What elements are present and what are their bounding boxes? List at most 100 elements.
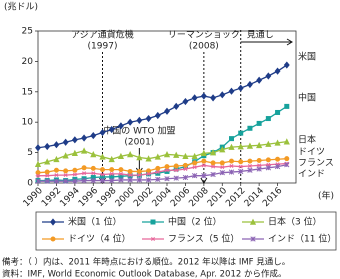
marker — [108, 155, 115, 163]
marker — [127, 168, 133, 174]
marker — [62, 138, 69, 146]
marker — [145, 155, 152, 162]
series-line — [37, 158, 287, 174]
marker — [219, 146, 226, 153]
marker — [250, 236, 256, 242]
x-tick-label: 2016 — [261, 186, 284, 209]
marker — [136, 154, 143, 161]
marker — [164, 107, 170, 115]
marker — [265, 165, 272, 171]
marker — [210, 160, 216, 166]
marker — [127, 173, 133, 178]
marker — [200, 149, 207, 157]
marker — [173, 151, 180, 158]
marker — [62, 178, 69, 184]
marker — [238, 159, 244, 165]
series-end-label: 米国 — [298, 51, 316, 63]
marker — [201, 158, 207, 164]
series-line — [37, 141, 287, 165]
marker — [284, 103, 290, 109]
marker — [201, 173, 207, 179]
marker — [109, 167, 115, 173]
note: 備考：（ ）内は、2011 年時点における順位。2012 年以降は IMF 見通… — [2, 257, 290, 268]
marker — [173, 163, 179, 169]
marker — [155, 170, 161, 175]
marker — [219, 160, 225, 166]
marker — [90, 177, 96, 184]
series-line — [38, 162, 287, 177]
marker — [192, 160, 198, 166]
marker — [72, 167, 78, 173]
marker — [53, 178, 60, 184]
x-tick-label: 2000 — [114, 186, 137, 209]
annotation: リーマンショック — [168, 30, 240, 41]
marker — [150, 237, 156, 241]
y-tick-label: 20 — [22, 57, 34, 67]
marker — [247, 164, 253, 168]
marker — [137, 173, 142, 178]
marker — [71, 136, 78, 144]
marker — [275, 156, 281, 162]
marker — [81, 134, 88, 142]
marker — [274, 67, 281, 75]
marker — [219, 170, 225, 176]
source: 資料：IMF, World Economic Outlook Database,… — [2, 269, 286, 279]
marker — [209, 149, 217, 156]
marker — [210, 94, 217, 102]
marker — [146, 168, 152, 174]
x-tick-label: 1998 — [95, 186, 118, 209]
legend-box — [35, 211, 337, 251]
marker — [256, 120, 262, 126]
marker — [173, 175, 179, 181]
marker — [54, 173, 59, 178]
marker — [127, 118, 134, 126]
marker — [35, 173, 41, 178]
marker — [228, 169, 235, 175]
marker — [127, 151, 134, 158]
marker — [90, 131, 97, 140]
marker — [53, 141, 60, 149]
marker — [265, 72, 272, 80]
marker — [237, 143, 244, 150]
y-tick-label: 25 — [22, 27, 33, 37]
marker — [44, 142, 51, 151]
marker — [154, 111, 161, 120]
marker — [249, 218, 257, 225]
marker — [44, 158, 51, 165]
x-tick-label: 1990 — [22, 186, 45, 209]
marker — [247, 158, 253, 164]
marker — [164, 168, 170, 174]
marker — [72, 178, 78, 184]
legend-label: 中国（2 位） — [168, 216, 222, 228]
marker — [150, 219, 156, 225]
annotation: (2001) — [124, 138, 154, 148]
marker — [238, 130, 244, 136]
arrow-head — [286, 38, 293, 46]
marker — [201, 163, 207, 168]
marker — [109, 177, 115, 184]
legend-label: ドイツ（4 位） — [68, 233, 131, 245]
x-tick-label: 2008 — [187, 186, 210, 209]
marker — [164, 168, 170, 173]
marker — [118, 171, 124, 176]
marker — [99, 153, 106, 160]
marker — [35, 170, 41, 176]
marker — [44, 178, 50, 184]
marker — [182, 162, 188, 168]
marker — [256, 141, 263, 149]
marker — [145, 114, 152, 123]
marker — [256, 76, 263, 84]
marker — [90, 151, 97, 158]
annotation: 中国の WTO 加盟 — [103, 125, 175, 137]
marker — [219, 165, 225, 170]
marker — [265, 140, 272, 147]
series-end-label: フランス — [298, 158, 334, 169]
marker — [266, 162, 271, 167]
marker — [265, 116, 271, 122]
marker — [228, 143, 235, 150]
marker — [265, 157, 271, 163]
marker — [182, 174, 189, 181]
marker — [100, 167, 105, 173]
annotation: (2008) — [189, 42, 219, 52]
